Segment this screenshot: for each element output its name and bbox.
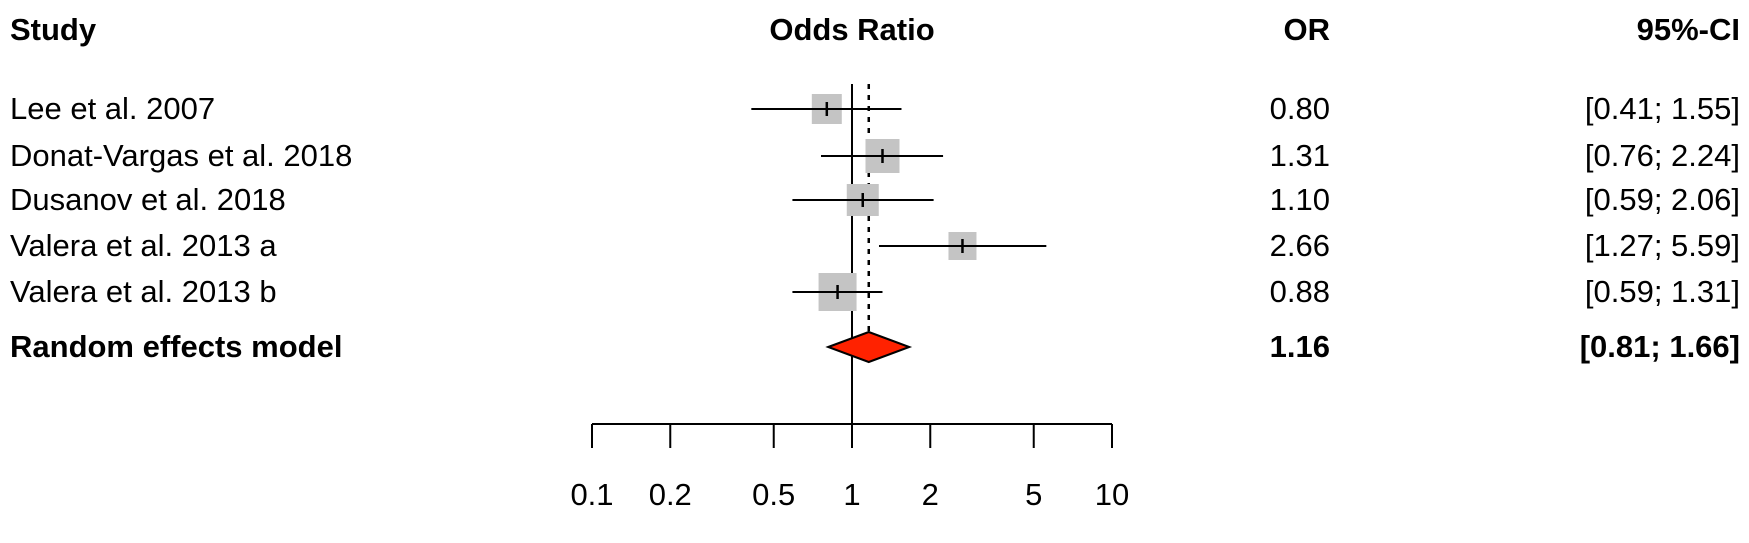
study-ci: [0.41; 1.55] [1584, 91, 1740, 126]
x-axis-tick-label: 0.5 [752, 477, 796, 512]
study-name: Lee et al. 2007 [10, 91, 216, 126]
study-name: Donat-Vargas et al. 2018 [10, 138, 353, 173]
x-axis-tick-label: 10 [1094, 477, 1130, 512]
study-or: 1.31 [1269, 138, 1330, 173]
study-ci: [0.76; 2.24] [1584, 138, 1740, 173]
odds-ratio-header: Odds Ratio [769, 12, 935, 47]
x-axis-tick-label: 2 [921, 477, 939, 512]
x-axis-tick-label: 0.2 [648, 477, 692, 512]
x-axis-tick-label: 0.1 [570, 477, 614, 512]
summary-ci: [0.81; 1.66] [1579, 329, 1740, 364]
ci-column-header: 95%-CI [1636, 12, 1740, 47]
study-ci: [0.59; 1.31] [1584, 274, 1740, 309]
summary-diamond [825, 330, 913, 364]
study-ci: [0.59; 2.06] [1584, 182, 1740, 217]
study-column-header: Study [10, 12, 97, 47]
summary-label: Random effects model [10, 329, 343, 364]
study-ci: [1.27; 5.59] [1584, 228, 1740, 263]
study-name: Valera et al. 2013 a [10, 228, 277, 263]
study-name: Valera et al. 2013 b [10, 274, 277, 309]
x-axis-tick-label: 5 [1025, 477, 1043, 512]
study-or: 2.66 [1269, 228, 1330, 263]
study-or: 0.88 [1269, 274, 1330, 309]
summary-or: 1.16 [1269, 329, 1330, 364]
study-name: Dusanov et al. 2018 [10, 182, 286, 217]
x-axis-tick-label: 1 [843, 477, 861, 512]
study-or: 1.10 [1269, 182, 1330, 217]
study-or: 0.80 [1269, 91, 1330, 126]
or-column-header: OR [1283, 12, 1331, 47]
